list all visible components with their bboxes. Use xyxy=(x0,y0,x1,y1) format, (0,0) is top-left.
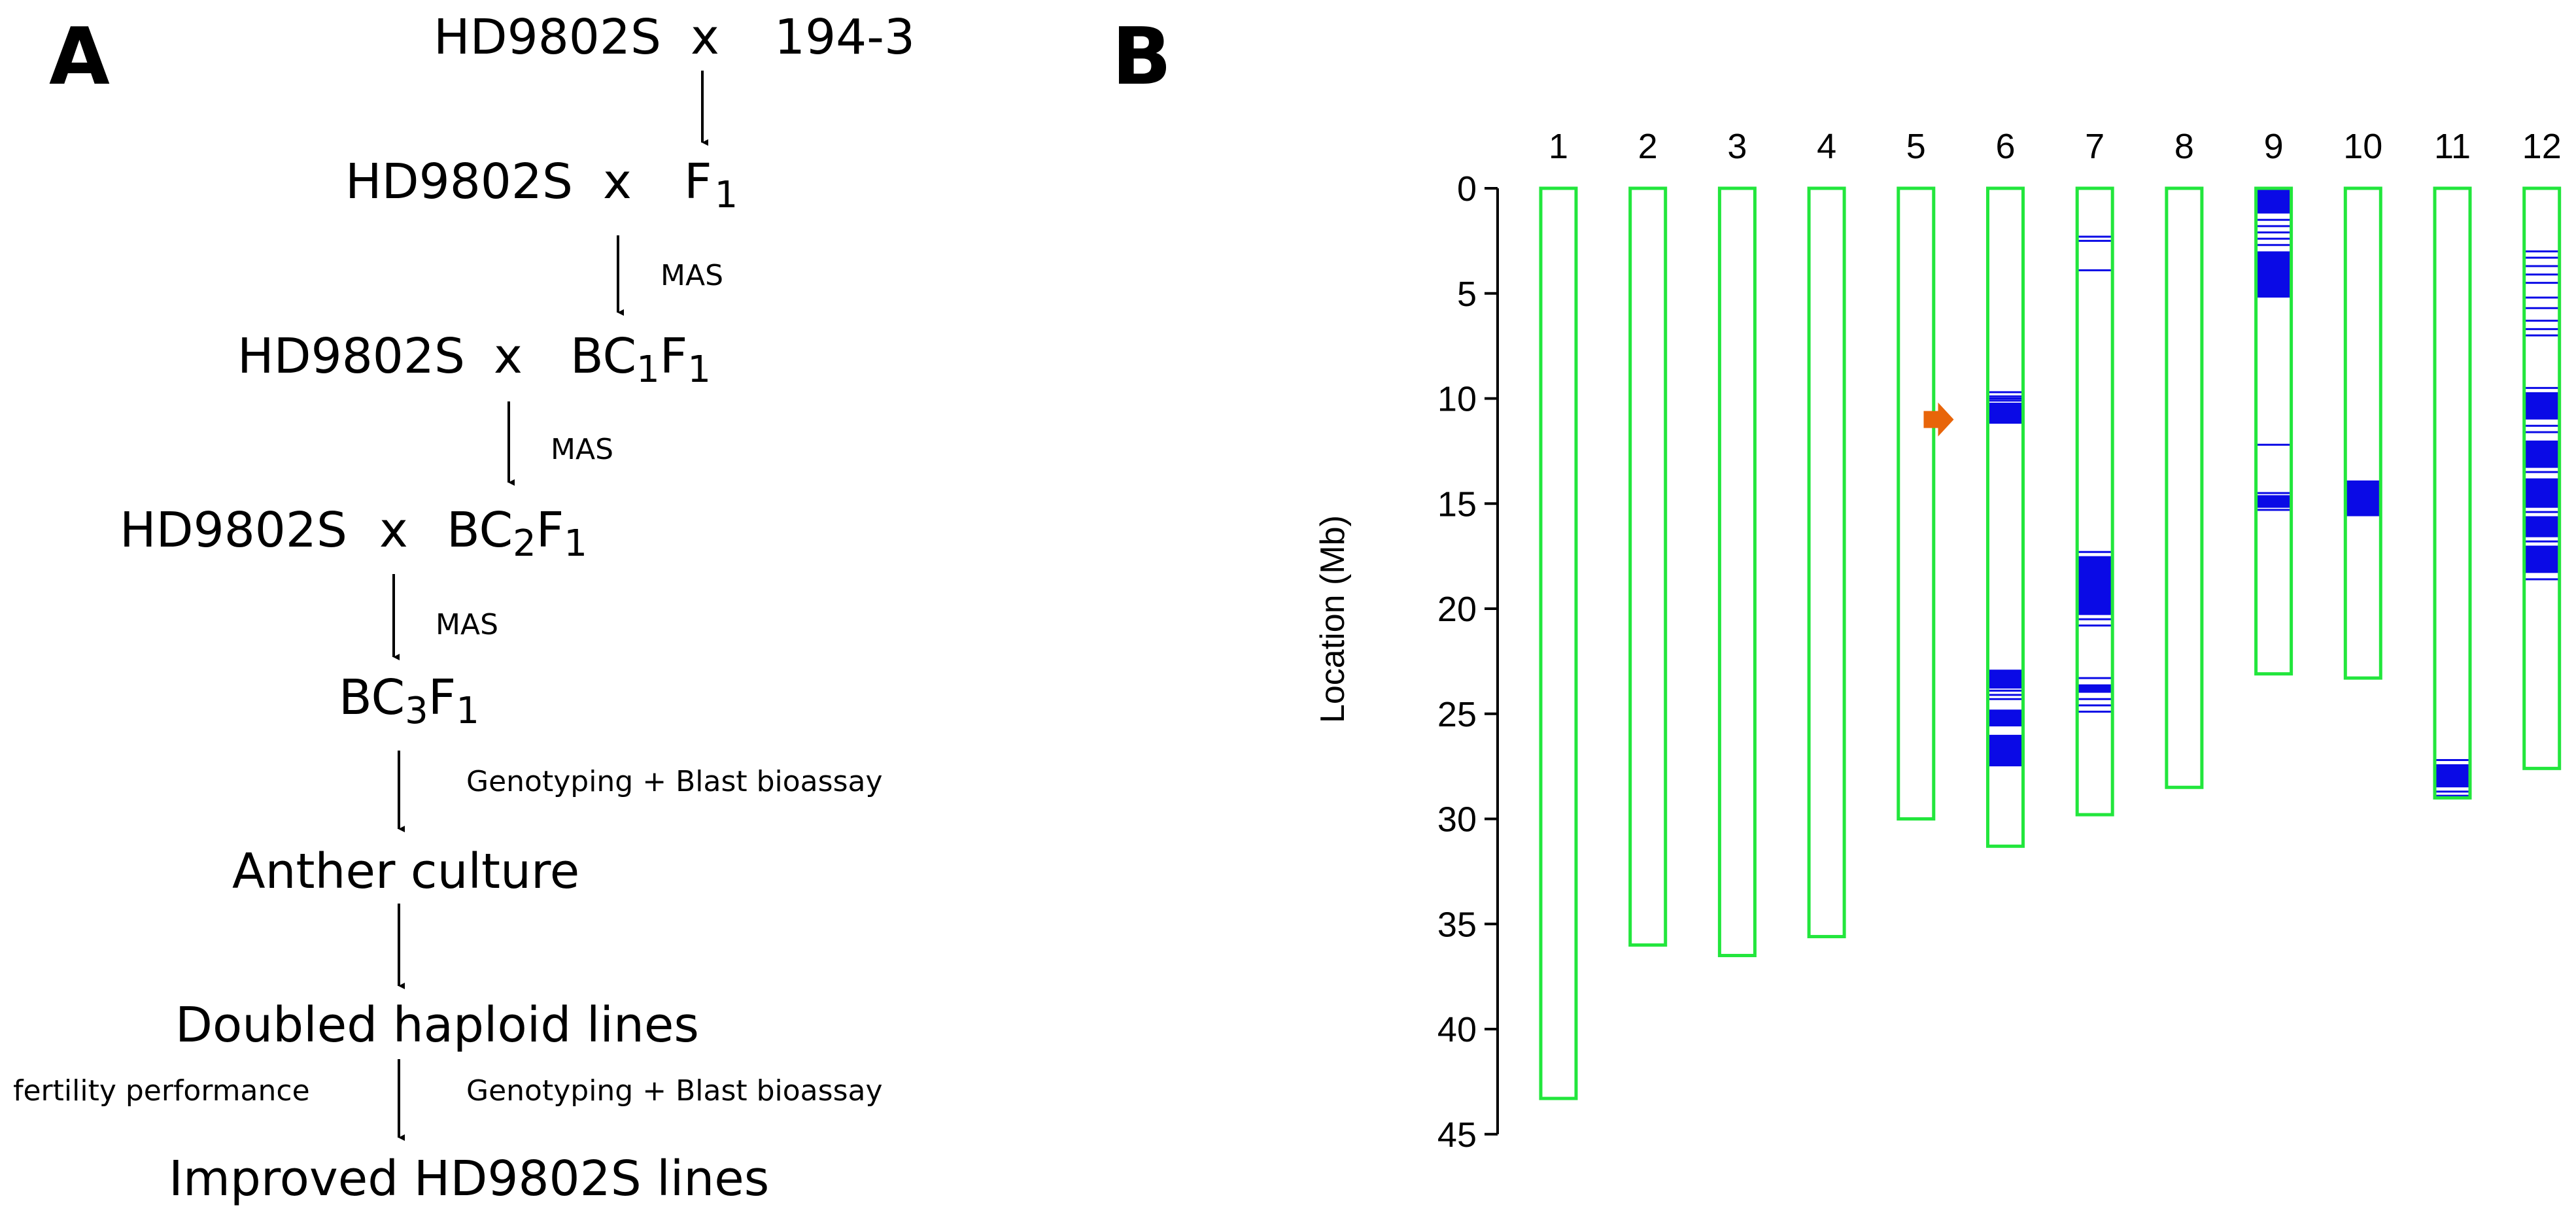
chromosome-label-10: 10 xyxy=(2343,127,2382,166)
chromosome-label-5: 5 xyxy=(1906,127,1926,166)
marker-band-chr7-0 xyxy=(2077,556,2113,615)
y-tick-label-25: 25 xyxy=(1437,695,1477,734)
marker-band-chr6-1 xyxy=(1987,669,2023,689)
chromosome-4 xyxy=(1807,186,1846,939)
chromosome-label-2: 2 xyxy=(1638,127,1658,166)
y-tick-label-5: 5 xyxy=(1457,275,1477,314)
row3-parent-left: HD9802S xyxy=(237,328,465,384)
chromosome-5 xyxy=(1897,186,1936,821)
genotyping-label-2: Genotyping + Blast bioassay xyxy=(466,1074,883,1108)
doubled-haploid-lines: Doubled haploid lines xyxy=(175,997,699,1053)
chromosome-label-11: 11 xyxy=(2434,127,2471,166)
marker-band-chr12-0 xyxy=(2524,392,2560,420)
row2-cross: x xyxy=(603,154,632,210)
row4-cross: x xyxy=(379,502,408,558)
chromosome-label-8: 8 xyxy=(2174,127,2194,166)
row4-bc2f1: BC2F1 xyxy=(447,502,587,565)
row4-parent-left: HD9802S xyxy=(120,502,347,558)
y-tick-label-20: 20 xyxy=(1437,590,1477,629)
chromosome-label-4: 4 xyxy=(1817,127,1836,166)
row1-cross: x xyxy=(691,9,719,65)
chromosome-label-3: 3 xyxy=(1727,127,1747,166)
anther-culture: Anther culture xyxy=(232,843,579,900)
y-tick-label-0: 0 xyxy=(1457,169,1477,209)
fertility-label: fertility performance xyxy=(13,1074,310,1108)
chromosome-label-12: 12 xyxy=(2522,127,2562,166)
chromosome-label-7: 7 xyxy=(2085,127,2104,166)
marker-band-chr11-0 xyxy=(2435,764,2470,788)
y-tick-label-45: 45 xyxy=(1437,1115,1477,1155)
chromosome-6 xyxy=(1986,186,2025,848)
y-tick-label-15: 15 xyxy=(1437,484,1477,524)
improved-lines: Improved HD9802S lines xyxy=(169,1151,769,1207)
row3-cross: x xyxy=(494,328,523,384)
chromosome-7 xyxy=(2075,186,2114,817)
chromosome-11 xyxy=(2433,186,2472,800)
marker-band-chr9-0 xyxy=(2256,188,2292,214)
marker-band-chr9-2 xyxy=(2256,495,2292,508)
genotyping-label-1: Genotyping + Blast bioassay xyxy=(466,765,883,798)
chromosome-label-1: 1 xyxy=(1549,127,1568,166)
chromosome-9 xyxy=(2254,186,2293,676)
marker-band-chr10-0 xyxy=(2345,480,2381,517)
marker-band-chr12-2 xyxy=(2524,478,2560,508)
orange-arrow-annotation xyxy=(1923,402,1954,437)
mas-label-2: MAS xyxy=(551,433,613,466)
chromosome-label-6: 6 xyxy=(1995,127,2015,166)
y-tick-label-35: 35 xyxy=(1437,905,1477,944)
marker-band-chr6-3 xyxy=(1987,734,2023,767)
chromosome-label-9: 9 xyxy=(2264,127,2284,166)
y-tick-label-40: 40 xyxy=(1437,1010,1477,1049)
row2-parent-left: HD9802S xyxy=(345,154,573,210)
chromosome-10 xyxy=(2343,186,2382,680)
y-axis-label: Location (Mb) xyxy=(1314,515,1352,723)
panel-a-label: A xyxy=(49,12,110,103)
chromosome-8 xyxy=(2165,186,2204,789)
marker-band-chr9-1 xyxy=(2256,251,2292,298)
marker-band-chr7-1 xyxy=(2077,684,2113,693)
marker-band-chr6-0 xyxy=(1987,402,2023,424)
mas-label-3: MAS xyxy=(436,608,498,641)
panel-b-label: B xyxy=(1112,12,1171,103)
mas-label-1: MAS xyxy=(661,259,723,292)
marker-band-chr12-3 xyxy=(2524,516,2560,537)
chromosome-12 xyxy=(2522,186,2562,770)
row1-parent-left: HD9802S xyxy=(434,9,661,65)
marker-band-chr12-4 xyxy=(2524,545,2560,573)
row2-f1: F1 xyxy=(684,154,738,216)
marker-band-chr12-1 xyxy=(2524,440,2560,468)
panel-a: A HD9802S x 194-3 HD9802S x F1 MAS HD980… xyxy=(13,9,915,1207)
chromosome-2 xyxy=(1628,186,1668,947)
chromosome-3 xyxy=(1717,186,1757,957)
row3-bc1f1: BC1F1 xyxy=(570,328,711,391)
chromosome-1 xyxy=(1539,186,1578,1100)
y-tick-label-30: 30 xyxy=(1437,800,1477,839)
y-tick-label-10: 10 xyxy=(1437,380,1477,419)
row1-parent-right: 194-3 xyxy=(774,9,915,65)
row5-bc3f1: BC3F1 xyxy=(339,669,479,732)
marker-band-chr6-2 xyxy=(1987,709,2023,727)
